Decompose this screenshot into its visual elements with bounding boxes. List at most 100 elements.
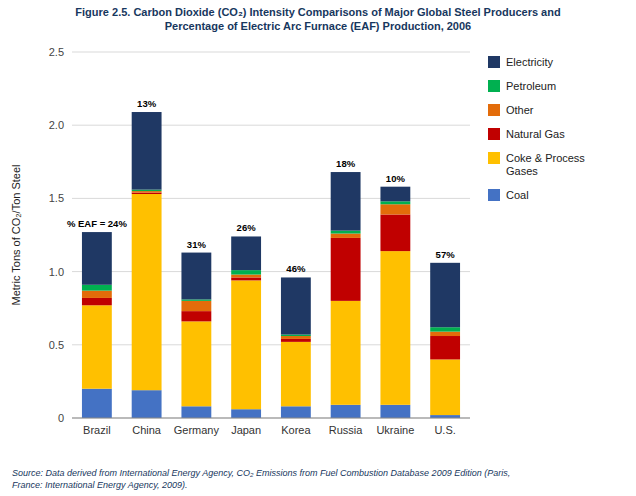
- bar-segment: [132, 390, 162, 418]
- legend-label: Electricity: [506, 56, 554, 68]
- bar-segment: [181, 406, 211, 418]
- bar-segment: [380, 251, 410, 405]
- text-line: Gases: [506, 165, 538, 177]
- bar-segment: [281, 342, 311, 406]
- legend-swatch: [488, 104, 500, 116]
- bar-segment: [82, 298, 112, 305]
- bar-segment: [132, 194, 162, 390]
- legend-label: Petroleum: [506, 80, 556, 92]
- bar-segment: [430, 327, 460, 331]
- bar-segment: [132, 191, 162, 192]
- bar-segment: [132, 112, 162, 190]
- y-tick-label: 0.5: [49, 339, 64, 351]
- annotation: 18%: [336, 158, 356, 169]
- bar-segment: [380, 187, 410, 202]
- legend-swatch: [488, 80, 500, 92]
- bar-segment: [380, 204, 410, 214]
- legend-swatch: [488, 152, 500, 164]
- bar-segment: [82, 285, 112, 291]
- bar-segment: [380, 405, 410, 418]
- text-line: Coke & Process: [506, 152, 585, 164]
- y-tick-label: 0: [58, 412, 64, 424]
- bar-segment: [331, 301, 361, 405]
- y-tick-label: 2.0: [49, 119, 64, 131]
- text-line: Electricity: [506, 56, 554, 68]
- bar-segment: [380, 201, 410, 204]
- bar-segment: [181, 301, 211, 311]
- text-line: Figure 2.5. Carbon Dioxide (CO₂) Intensi…: [75, 6, 560, 18]
- x-tick-label: China: [132, 424, 162, 436]
- bar-segment: [181, 253, 211, 300]
- bar-segment: [430, 359, 460, 415]
- bar-segment: [132, 193, 162, 194]
- bar-segment: [231, 270, 261, 274]
- bar-segment: [231, 236, 261, 270]
- bar-segment: [231, 277, 261, 280]
- annotation: 57%: [436, 249, 456, 260]
- legend-label: Natural Gas: [506, 128, 565, 140]
- annotation: 13%: [137, 98, 157, 109]
- bar-segment: [430, 336, 460, 359]
- annotation: 31%: [187, 239, 207, 250]
- text-line: Source: Data derived from International …: [12, 468, 510, 478]
- x-tick-label: Russia: [329, 424, 364, 436]
- x-tick-label: Japan: [231, 424, 261, 436]
- source-note: Source: Data derived from International …: [12, 468, 510, 490]
- bar-segment: [331, 172, 361, 231]
- bar-segment: [331, 238, 361, 301]
- bar-segment: [181, 299, 211, 300]
- grid-line: [72, 52, 470, 53]
- x-tick-label: Brazil: [83, 424, 111, 436]
- annotation: 46%: [286, 263, 306, 274]
- annotation: 10%: [386, 173, 406, 184]
- x-tick-label: Ukraine: [376, 424, 414, 436]
- bar-segment: [281, 335, 311, 336]
- bar-segment: [331, 231, 361, 234]
- text-line: Petroleum: [506, 80, 556, 92]
- bars: [82, 112, 460, 418]
- grid-line: [72, 418, 470, 419]
- legend-swatch: [488, 189, 500, 201]
- bar-segment: [132, 190, 162, 191]
- legend-label: Coal: [506, 189, 529, 201]
- title: Figure 2.5. Carbon Dioxide (CO₂) Intensi…: [75, 6, 560, 32]
- bar-segment: [331, 405, 361, 418]
- bar-segment: [82, 305, 112, 388]
- text-line: France: International Energy Agency, 200…: [12, 480, 188, 490]
- text-line: Other: [506, 104, 534, 116]
- bar-segment: [430, 332, 460, 336]
- y-tick-label: 1.0: [49, 266, 64, 278]
- legend-swatch: [488, 128, 500, 140]
- x-tick-label: U.S.: [434, 424, 455, 436]
- bar-segment: [281, 406, 311, 418]
- x-tick-label: Germany: [174, 424, 220, 436]
- text-line: Natural Gas: [506, 128, 565, 140]
- annotation: % EAF = 24%: [67, 218, 127, 229]
- legend-label: Coke & ProcessGases: [506, 152, 585, 177]
- bar-segment: [331, 234, 361, 238]
- bar-segment: [231, 409, 261, 418]
- legend-swatch: [488, 56, 500, 68]
- bar-segment: [231, 280, 261, 409]
- bar-segment: [281, 339, 311, 342]
- text-line: Percentage of Electric Arc Furnace (EAF)…: [165, 20, 471, 32]
- annotation: 26%: [237, 222, 257, 233]
- y-axis-label: Metric Tons of CO₂/Ton Steel: [10, 164, 22, 305]
- text-line: Coal: [506, 189, 529, 201]
- bar-segment: [430, 263, 460, 327]
- bar-segment: [380, 215, 410, 252]
- chart: Figure 2.5. Carbon Dioxide (CO₂) Intensi…: [0, 0, 636, 496]
- bar-segment: [231, 275, 261, 278]
- x-tick-label: Korea: [281, 424, 311, 436]
- bar-segment: [281, 277, 311, 334]
- y-tick-label: 2.5: [49, 46, 64, 58]
- bar-segment: [82, 389, 112, 418]
- x-axis-line: [72, 418, 470, 419]
- legend-label: Other: [506, 104, 534, 116]
- y-tick-label: 1.5: [49, 192, 64, 204]
- bar-segment: [181, 321, 211, 406]
- bar-segment: [82, 232, 112, 285]
- bar-segment: [181, 311, 211, 321]
- bar-segment: [82, 291, 112, 298]
- bar-segment: [281, 336, 311, 339]
